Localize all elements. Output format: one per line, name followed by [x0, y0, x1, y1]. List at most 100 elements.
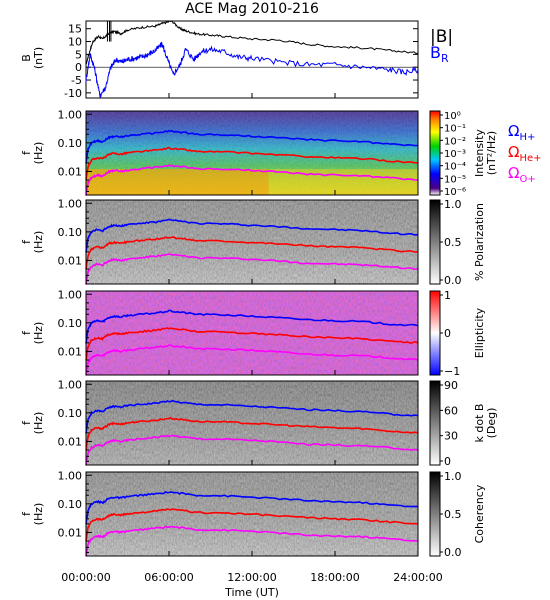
b-ytick-label: -5 — [71, 74, 82, 87]
colorbar-label: k dot B — [473, 404, 486, 443]
legend-b-r-main: B — [430, 43, 441, 62]
colorbar-label: Ellipticity — [473, 307, 486, 358]
x-tick-label: 12:00:00 — [227, 571, 276, 584]
x-tick-label: 06:00:00 — [144, 571, 193, 584]
f-ylabel-unit: (Hz) — [32, 503, 45, 526]
colorbar-tick-label: 1.0 — [444, 470, 462, 483]
colorbar-tick-label: 0 — [444, 327, 451, 340]
colorbar — [429, 471, 441, 557]
legend-omega-h-sub: H+ — [519, 132, 535, 143]
h-plus-line — [85, 129, 418, 164]
colorbar-tick-label: 1.0 — [444, 198, 462, 211]
f-ylabel-f: f — [20, 420, 33, 425]
colorbar-label: % Polarization — [473, 203, 486, 281]
f-ylabel-unit: (Hz) — [32, 412, 45, 435]
o-plus-line — [85, 253, 419, 285]
b-ylabel-unit: (nT) — [32, 47, 45, 69]
colorbar-tick-label: 60 — [444, 404, 458, 417]
legend-omega-o: ΩO+ — [508, 164, 536, 185]
f-ytick-label: 0.01 — [58, 345, 83, 358]
colorbar-tick-label: 90 — [444, 379, 458, 392]
b-ytick-label: 5 — [75, 48, 82, 61]
legend-omega-he: ΩHe+ — [508, 143, 542, 164]
b-ytick-label: -10 — [64, 87, 82, 100]
colorbar-tick-label: 10⁻⁵ — [444, 174, 466, 185]
colorbar — [429, 110, 441, 196]
h-plus-line — [85, 490, 419, 525]
x-axis-label: Time (UT) — [224, 586, 279, 599]
f-ytick-label: 0.01 — [58, 435, 83, 448]
b-ytick-label: 15 — [68, 23, 82, 36]
h-plus-line — [85, 399, 419, 434]
colorbar-tick-label: 10⁻⁶ — [444, 187, 466, 198]
f-ytick-label: 1.00 — [58, 197, 83, 210]
b-r-line — [85, 41, 419, 98]
f-ylabel-f: f — [20, 511, 33, 516]
f-ylabel-unit: (Hz) — [32, 142, 45, 165]
f-ytick-label: 0.01 — [58, 254, 83, 267]
f-ytick-label: 1.00 — [58, 108, 83, 121]
f-ytick-label: 0.10 — [58, 498, 83, 511]
o-plus-line — [85, 434, 419, 466]
f-ytick-label: 0.10 — [58, 137, 83, 150]
colorbar-tick-label: 30 — [444, 430, 458, 443]
f-ytick-label: 0.01 — [58, 165, 83, 178]
f-ytick-label: 0.10 — [58, 317, 83, 330]
o-plus-line — [85, 344, 419, 376]
o-plus-line — [85, 164, 419, 196]
b-ytick-label: 10 — [68, 36, 82, 49]
f-ylabel-unit: (Hz) — [32, 231, 45, 254]
f-ytick-label: 0.10 — [58, 226, 83, 239]
he-plus-line — [85, 327, 419, 361]
f-ylabel-f: f — [20, 239, 33, 244]
legend-omega-o-sub: O+ — [519, 174, 535, 185]
colorbar-tick-label: 10⁻² — [444, 136, 466, 147]
f-ylabel-unit: (Hz) — [32, 322, 45, 345]
colorbar — [429, 290, 441, 376]
x-tick-label: 18:00:00 — [310, 571, 359, 584]
colorbar-tick-label: 0.5 — [444, 508, 462, 521]
he-plus-line — [85, 236, 419, 270]
colorbar-label: Intensity — [473, 129, 486, 177]
spectral-panel-3: 1.00 0.10 0.01 f (Hz) 1 0 −1 Ellipticity — [20, 288, 486, 378]
colorbar-label: (Deg) — [485, 408, 498, 439]
f-ytick-label: 1.00 — [58, 288, 83, 301]
legend-omega-he-sub: He+ — [519, 153, 541, 164]
spectral-panels: 1.000.100.01f (Hz)10⁰10⁻¹10⁻²10⁻³10⁻⁴10⁻⁵… — [20, 108, 498, 559]
colorbar — [429, 199, 441, 285]
f-ytick-label: 0.10 — [58, 407, 83, 420]
colorbar-tick-label: 1 — [444, 289, 451, 302]
f-ylabel-f: f — [20, 150, 33, 155]
colorbar-tick-label: 0 — [444, 455, 451, 468]
legend-b-r-sub: R — [441, 52, 449, 65]
h-plus-line — [85, 309, 419, 344]
spectral-panel-4: 1.00 0.10 0.01 f (Hz) 90 60 30 0 k dot B (Deg) — [20, 378, 498, 468]
f-ytick-label: 0.01 — [58, 526, 83, 539]
x-tick-label: 24:00:00 — [393, 571, 442, 584]
colorbar-tick-label: 0.5 — [444, 236, 462, 249]
he-plus-line — [85, 416, 419, 451]
legend-b-total: |B| — [430, 27, 453, 47]
b-lines — [85, 20, 419, 98]
time-axis: 00:00:00 06:00:00 12:00:00 18:00:00 24:00:00… — [61, 93, 443, 599]
legend-omega-he-main: Ω — [508, 143, 519, 161]
spectral-panel-5: 1.00 0.10 0.01 f (Hz) 1.0 0.5 0.0 Coherency — [20, 469, 486, 559]
chart-title: ACE Mag 2010-216 — [185, 1, 319, 17]
f-ytick-label: 1.00 — [58, 469, 83, 482]
he-plus-line — [85, 146, 419, 181]
f-ylabel-f: f — [20, 330, 33, 335]
legend-b-r: BR — [430, 43, 449, 65]
he-plus-line — [85, 508, 419, 541]
h-plus-line — [85, 218, 419, 253]
b-ylabel-b: B — [20, 54, 33, 62]
legend-omega-h: ΩH+ — [508, 122, 535, 143]
x-tick-label: 00:00:00 — [61, 571, 110, 584]
colorbar-tick-label: 10⁻¹ — [444, 124, 466, 135]
colorbar-tick-label: −1 — [444, 365, 460, 378]
o-plus-line — [85, 525, 419, 557]
colorbar-tick-label: 10⁰ — [444, 111, 461, 122]
spectral-panel-2: 1.00 0.10 0.01 f (Hz) 1.0 0.5 0.0 % Polarization — [20, 197, 486, 287]
legend-omega-h-main: Ω — [508, 122, 519, 140]
